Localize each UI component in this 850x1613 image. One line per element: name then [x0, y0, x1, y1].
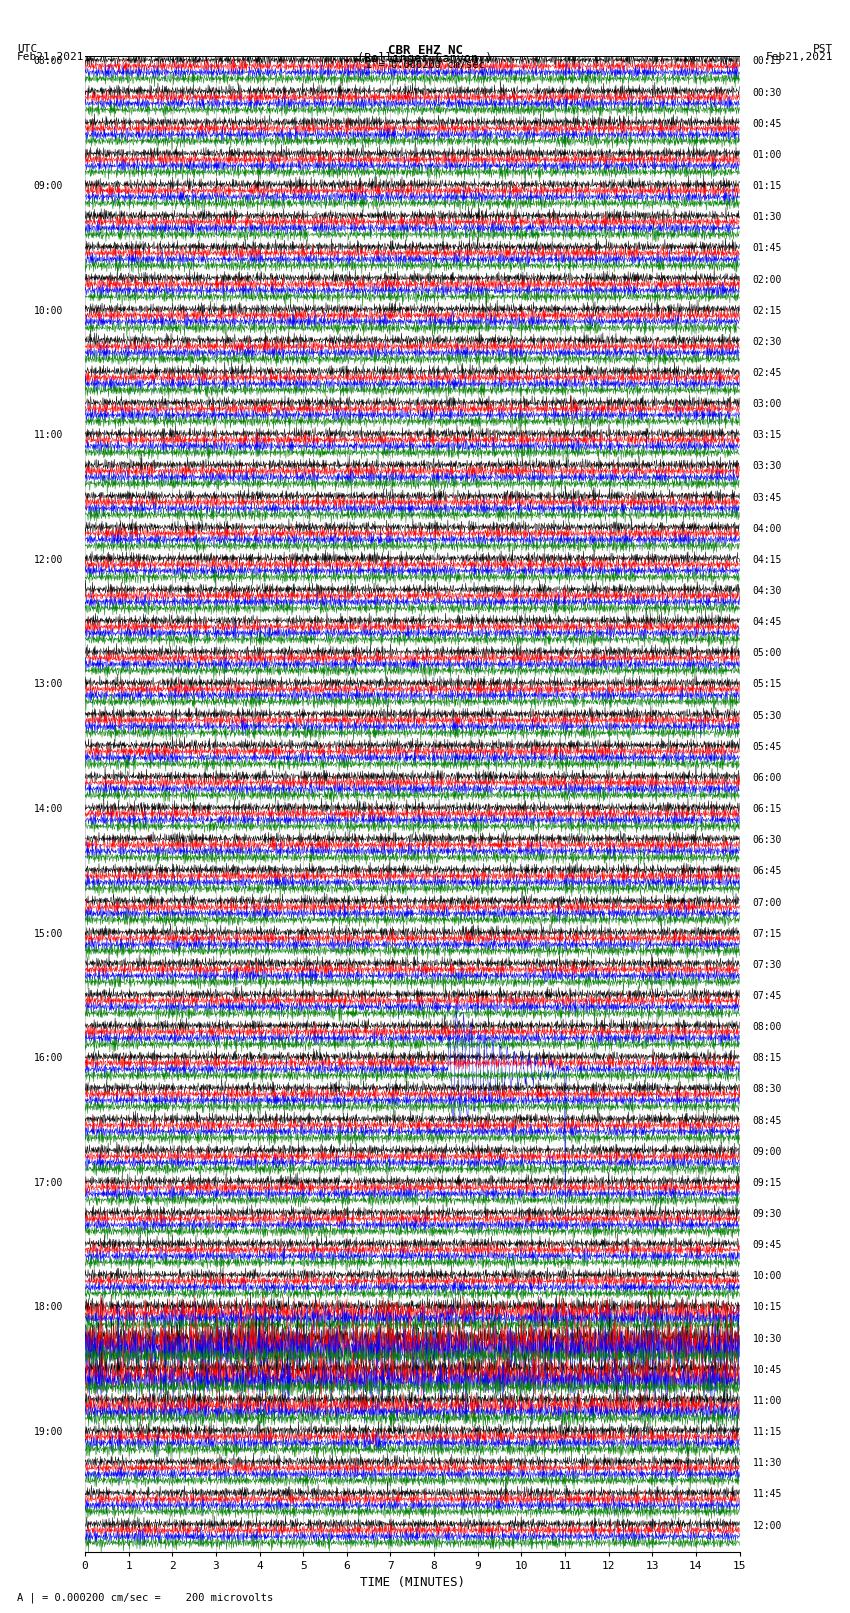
Text: 06:45: 06:45: [752, 866, 782, 876]
Text: 04:15: 04:15: [752, 555, 782, 565]
Text: 03:45: 03:45: [752, 492, 782, 503]
Text: 04:45: 04:45: [752, 618, 782, 627]
Text: 02:00: 02:00: [752, 274, 782, 284]
Text: 06:30: 06:30: [752, 836, 782, 845]
Text: 07:00: 07:00: [752, 897, 782, 908]
Text: 03:00: 03:00: [752, 398, 782, 410]
Text: 05:15: 05:15: [752, 679, 782, 689]
Text: CBR EHZ NC: CBR EHZ NC: [388, 44, 462, 58]
Text: 09:30: 09:30: [752, 1210, 782, 1219]
Text: 08:15: 08:15: [752, 1053, 782, 1063]
Text: Feb21,2021: Feb21,2021: [766, 52, 833, 61]
Text: 08:45: 08:45: [752, 1116, 782, 1126]
Text: 14:00: 14:00: [34, 805, 63, 815]
Text: 06:15: 06:15: [752, 805, 782, 815]
Text: 08:00: 08:00: [752, 1023, 782, 1032]
Text: 18:00: 18:00: [34, 1303, 63, 1313]
Text: 00:30: 00:30: [752, 87, 782, 98]
Text: 00:15: 00:15: [752, 56, 782, 66]
Text: 08:00: 08:00: [34, 56, 63, 66]
Text: 11:15: 11:15: [752, 1428, 782, 1437]
Text: 01:15: 01:15: [752, 181, 782, 190]
Text: 11:00: 11:00: [752, 1395, 782, 1407]
Text: (Bollinger Canyon ): (Bollinger Canyon ): [357, 52, 493, 65]
Text: 10:30: 10:30: [752, 1334, 782, 1344]
Text: 02:30: 02:30: [752, 337, 782, 347]
Text: 03:15: 03:15: [752, 431, 782, 440]
Text: 08:30: 08:30: [752, 1084, 782, 1095]
Text: 05:00: 05:00: [752, 648, 782, 658]
Text: 05:45: 05:45: [752, 742, 782, 752]
Text: 04:30: 04:30: [752, 586, 782, 597]
Text: 06:00: 06:00: [752, 773, 782, 782]
Text: 19:00: 19:00: [34, 1428, 63, 1437]
Text: UTC: UTC: [17, 44, 37, 55]
Text: 07:45: 07:45: [752, 990, 782, 1002]
Text: 02:15: 02:15: [752, 306, 782, 316]
Text: 12:00: 12:00: [34, 555, 63, 565]
Text: 11:00: 11:00: [34, 431, 63, 440]
Text: 17:00: 17:00: [34, 1177, 63, 1187]
Text: 10:45: 10:45: [752, 1365, 782, 1374]
Text: 15:00: 15:00: [34, 929, 63, 939]
Text: 03:30: 03:30: [752, 461, 782, 471]
Text: 00:45: 00:45: [752, 119, 782, 129]
Text: 01:45: 01:45: [752, 244, 782, 253]
Text: A | = 0.000200 cm/sec =    200 microvolts: A | = 0.000200 cm/sec = 200 microvolts: [17, 1592, 273, 1603]
Text: 09:45: 09:45: [752, 1240, 782, 1250]
Text: 07:30: 07:30: [752, 960, 782, 969]
Text: 11:30: 11:30: [752, 1458, 782, 1468]
Text: 04:00: 04:00: [752, 524, 782, 534]
Text: Feb21,2021: Feb21,2021: [17, 52, 84, 61]
Text: 05:30: 05:30: [752, 711, 782, 721]
Text: 09:00: 09:00: [752, 1147, 782, 1157]
Text: 09:00: 09:00: [34, 181, 63, 190]
X-axis label: TIME (MINUTES): TIME (MINUTES): [360, 1576, 465, 1589]
Text: 09:15: 09:15: [752, 1177, 782, 1187]
Text: 16:00: 16:00: [34, 1053, 63, 1063]
Text: 11:45: 11:45: [752, 1489, 782, 1500]
Text: 07:15: 07:15: [752, 929, 782, 939]
Text: 10:00: 10:00: [752, 1271, 782, 1281]
Text: 02:45: 02:45: [752, 368, 782, 377]
Text: 01:00: 01:00: [752, 150, 782, 160]
Text: I = 0.000200 cm/sec: I = 0.000200 cm/sec: [366, 60, 484, 69]
Text: 10:00: 10:00: [34, 306, 63, 316]
Text: 10:15: 10:15: [752, 1303, 782, 1313]
Text: 12:00: 12:00: [752, 1521, 782, 1531]
Text: PST: PST: [813, 44, 833, 55]
Text: 13:00: 13:00: [34, 679, 63, 689]
Text: 01:30: 01:30: [752, 213, 782, 223]
